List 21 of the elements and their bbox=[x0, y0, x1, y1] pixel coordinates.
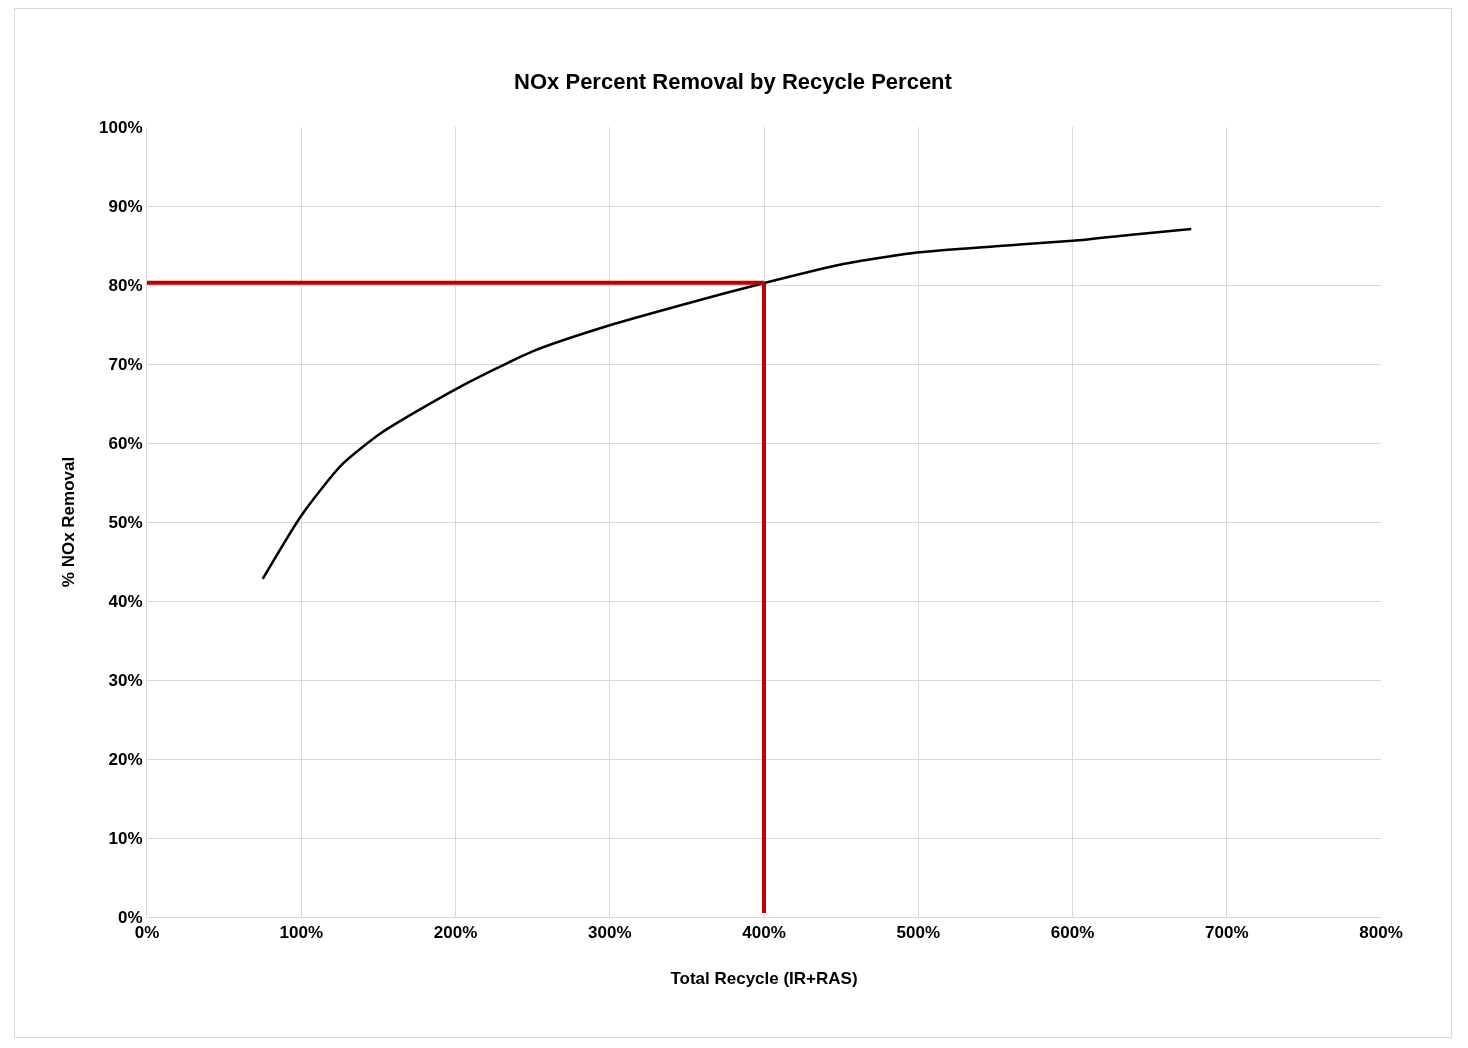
x-tick-label: 100% bbox=[279, 923, 323, 943]
x-tick-label: 300% bbox=[588, 923, 632, 943]
x-tick-label: 800% bbox=[1359, 923, 1403, 943]
x-axis-title: Total Recycle (IR+RAS) bbox=[670, 968, 858, 988]
x-tick-label: 700% bbox=[1205, 923, 1249, 943]
y-tick-label: 60% bbox=[108, 433, 143, 453]
y-tick-label: 20% bbox=[108, 749, 143, 769]
y-tick-label: 90% bbox=[108, 196, 143, 216]
y-axis-title: % NOx Removal bbox=[58, 456, 78, 588]
x-tick-label: 400% bbox=[742, 923, 786, 943]
y-tick-label: 40% bbox=[108, 591, 143, 611]
x-tick-label: 600% bbox=[1050, 923, 1095, 943]
y-tick-label: 100% bbox=[99, 117, 143, 137]
y-tick-label: 80% bbox=[108, 275, 143, 295]
y-tick-label: 30% bbox=[108, 670, 143, 690]
x-tick-label: 200% bbox=[433, 923, 478, 943]
chart-title: NOx Percent Removal by Recycle Percent bbox=[514, 68, 953, 94]
x-tick-label: 500% bbox=[896, 923, 940, 943]
y-tick-label: 10% bbox=[108, 828, 143, 848]
y-tick-label: 50% bbox=[108, 512, 143, 532]
y-tick-label: 70% bbox=[108, 354, 143, 374]
